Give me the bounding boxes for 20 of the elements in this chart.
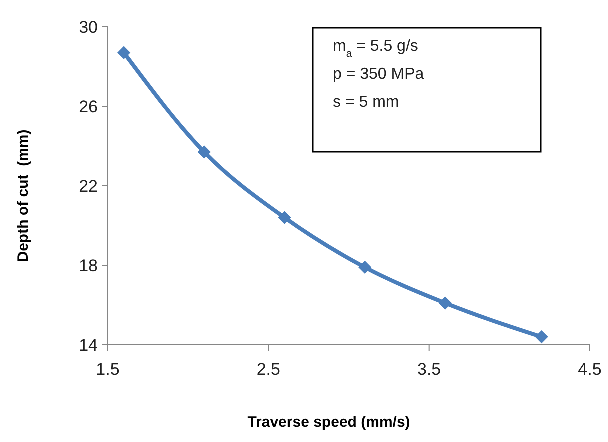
point (198, 146, 211, 159)
x-tick-label: 3.5 (418, 360, 442, 379)
point (278, 211, 292, 224)
annotation: m$_{a}$ = 5.5 g/s (333, 38, 418, 60)
y-tick-label: 30 (79, 18, 98, 37)
y-axis-title: Depth of cut (mm) (15, 130, 32, 262)
point (118, 46, 131, 60)
annotation: p = 350 MPa (333, 66, 424, 83)
x-axis-title: Traverse speed (mm/s) (248, 414, 410, 431)
point (438, 296, 452, 310)
y-tick-label: 26 (79, 97, 98, 116)
y-tick-label: 22 (79, 176, 98, 196)
point (358, 260, 372, 274)
y-tick-label: 14 (79, 336, 98, 355)
point (535, 330, 548, 344)
x-tick-label: 2.5 (256, 360, 280, 379)
annotation: s = 5 mm (333, 94, 400, 111)
x-tick-label: 1.5 (96, 360, 120, 379)
x-tick-label: 4.5 (578, 360, 602, 379)
y-tick-label: 18 (79, 256, 98, 276)
